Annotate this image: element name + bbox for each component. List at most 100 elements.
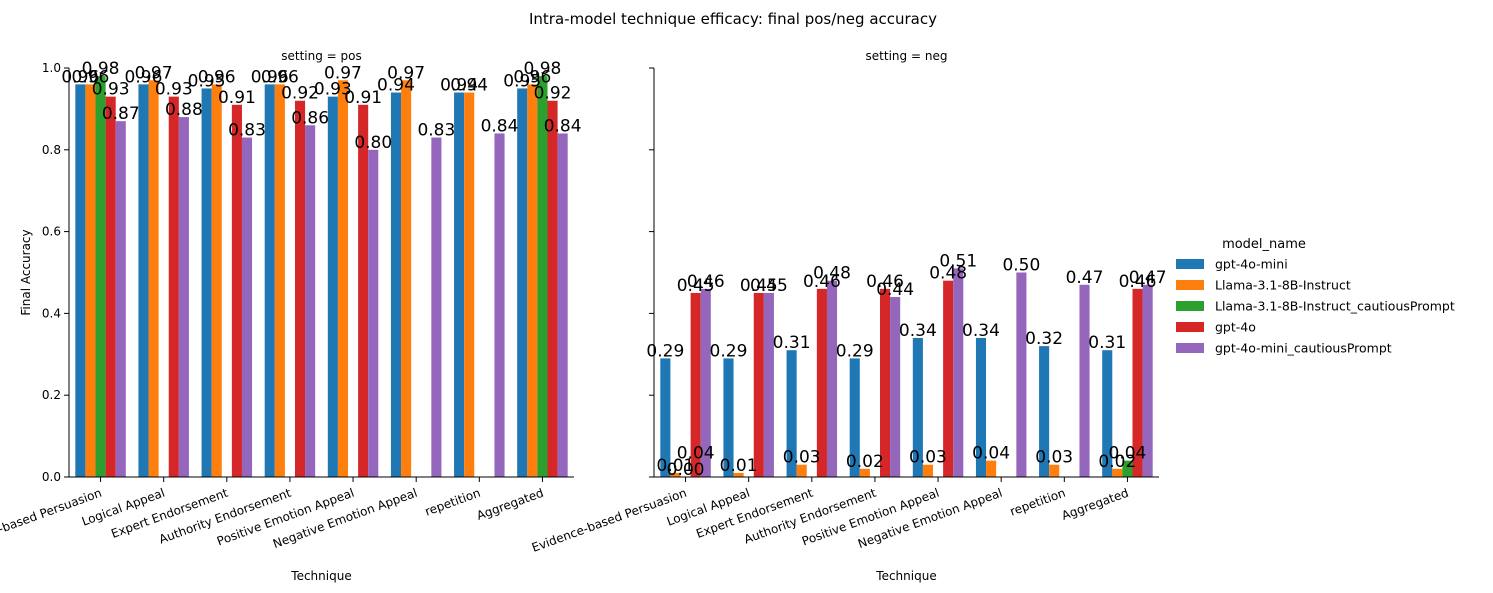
legend-swatch [1176, 280, 1204, 290]
data-label: 0.02 [846, 452, 884, 472]
data-label: 0.04 [677, 444, 715, 464]
data-label: 0.46 [1119, 272, 1157, 292]
data-label: 0.95 [188, 71, 226, 91]
bar-gpt-4o-mini-2 [786, 350, 797, 477]
data-label: 0.96 [261, 67, 299, 87]
bar-Llama-3.1-8B-Instruct-7 [1112, 468, 1123, 477]
data-label: 0.97 [387, 63, 425, 83]
legend: model_name gpt-4o-mini Llama-3.1-8B-Instru… [1176, 237, 1455, 356]
panel-neg: setting = neg 0.29 0.29 0.31 0.29 0.34 0.34 0.3… [530, 49, 1167, 583]
data-label: 0.94 [440, 76, 478, 96]
data-label: 0.86 [291, 108, 329, 128]
data-label: 0.48 [813, 264, 851, 284]
bar-gpt-4o-mini-6 [1039, 346, 1050, 477]
bar-gpt-4o-mini-1 [723, 358, 734, 477]
data-label: 0.46 [866, 272, 904, 292]
data-label: 0.98 [82, 59, 120, 79]
data-label: 0.84 [481, 116, 519, 136]
bar-gpt-4o-mini-1 [138, 84, 149, 478]
bar-gpt-4o-mini-6 [454, 92, 465, 477]
x-tick-label: repetition [423, 486, 482, 519]
y-tick-label: 0.4 [42, 306, 61, 320]
x-tick-label: Aggregated [1060, 486, 1131, 523]
bar-gpt-4o-mini_cautiousPrompt-6 [494, 133, 505, 477]
bar-gpt-4o-0 [690, 292, 701, 477]
bar-Llama-3.1-8B-Instruct-6 [464, 92, 475, 477]
bar-Llama-3.1-8B-Instruct-2 [211, 84, 222, 478]
legend-entry: Llama-3.1-8B-Instruct [1215, 278, 1351, 293]
bar-Llama-3.1-8B-Instruct-3 [859, 468, 870, 477]
bar-Llama-3.1-8B-Instruct-1 [148, 80, 159, 478]
legend-swatch [1176, 301, 1204, 311]
bar-gpt-4o-1 [168, 96, 179, 477]
data-label: 0.94 [377, 76, 415, 96]
bar-Llama-3.1-8B-Instruct-0 [670, 472, 681, 477]
data-label: 0.31 [1088, 333, 1126, 353]
bar-Llama-3.1-8B-Instruct-1 [733, 472, 744, 477]
bar-gpt-4o-mini-0 [660, 358, 671, 477]
data-label: 0.87 [102, 104, 140, 124]
bar-Llama-3.1-8B-Instruct-6 [1049, 464, 1060, 477]
data-label: 0.96 [72, 67, 110, 87]
legend-swatch [1176, 322, 1204, 332]
data-label: 0.93 [155, 80, 193, 100]
bar-gpt-4o-mini_cautiousPrompt-1 [178, 117, 189, 477]
bar-gpt-4o-2 [231, 104, 242, 477]
data-label: 0.83 [417, 121, 455, 141]
bar-Llama-3.1-8B-Instruct_cautiousPrompt-7 [1122, 460, 1133, 477]
data-label: 0.45 [677, 276, 715, 296]
data-label: 0.03 [783, 448, 821, 468]
bar-Llama-3.1-8B-Instruct_cautiousPrompt-0 [95, 76, 106, 478]
bar-gpt-4o-mini_cautiousPrompt-4 [953, 268, 964, 477]
data-label: 0.93 [92, 80, 130, 100]
bar-gpt-4o-3 [879, 288, 891, 477]
bar-gpt-4o-0 [105, 96, 116, 477]
bar-gpt-4o-mini_cautiousPrompt-7 [557, 133, 568, 477]
data-label: 0.97 [135, 63, 173, 83]
legend-entry: gpt-4o [1215, 320, 1256, 335]
x-axis-label: Technique [875, 569, 936, 583]
bar-Llama-3.1-8B-Instruct-4 [337, 80, 349, 478]
y-tick-label: 0.0 [42, 470, 61, 484]
bar-gpt-4o-3 [294, 100, 306, 477]
bar-gpt-4o-mini_cautiousPrompt-3 [890, 297, 901, 477]
legend-swatch [1176, 259, 1204, 269]
bar-gpt-4o-mini_cautiousPrompt-0 [115, 121, 126, 478]
data-label: 0.95 [503, 71, 541, 91]
bar-Llama-3.1-8B-Instruct-4 [922, 464, 934, 477]
bar-gpt-4o-mini_cautiousPrompt-5 [1016, 272, 1027, 477]
bar-Llama-3.1-8B-Instruct-3 [274, 84, 285, 478]
bar-gpt-4o-4 [358, 104, 369, 477]
data-label: 0.97 [324, 63, 362, 83]
legend-entry: gpt-4o-mini_cautiousPrompt [1215, 341, 1392, 356]
data-label: 0.88 [165, 100, 203, 120]
data-label: 0.96 [251, 67, 289, 87]
data-label: 0.92 [281, 84, 319, 104]
y-tick-label: 0.2 [42, 388, 61, 402]
data-label: 0.91 [344, 88, 382, 108]
data-label: 0.04 [1109, 444, 1147, 464]
bar-gpt-4o-mini_cautiousPrompt-4 [368, 149, 379, 478]
data-label: 0.92 [534, 84, 572, 104]
data-label: 0.46 [803, 272, 841, 292]
data-label: 0.47 [1066, 268, 1104, 288]
data-label: 0.34 [899, 321, 937, 341]
data-label: 0.98 [524, 59, 562, 79]
data-label: 0.96 [513, 67, 551, 87]
data-label: 0.51 [939, 251, 977, 271]
bar-gpt-4o-mini-2 [201, 88, 212, 477]
bar-gpt-4o-mini-3 [264, 84, 275, 478]
bar-Llama-3.1-8B-Instruct-7 [527, 84, 538, 478]
data-label: 0.29 [646, 341, 684, 361]
bar-gpt-4o-2 [816, 288, 827, 477]
data-label: 0.96 [61, 67, 99, 87]
x-tick-label: Aggregated [475, 486, 546, 523]
data-label: 0.93 [314, 80, 352, 100]
y-tick-label: 1.0 [42, 61, 61, 75]
data-label: 0.83 [228, 121, 266, 141]
data-label: 0.46 [687, 272, 725, 292]
bar-gpt-4o-mini_cautiousPrompt-6 [1079, 284, 1090, 477]
bar-gpt-4o-7 [547, 100, 558, 477]
bar-gpt-4o-mini-4 [327, 96, 338, 477]
